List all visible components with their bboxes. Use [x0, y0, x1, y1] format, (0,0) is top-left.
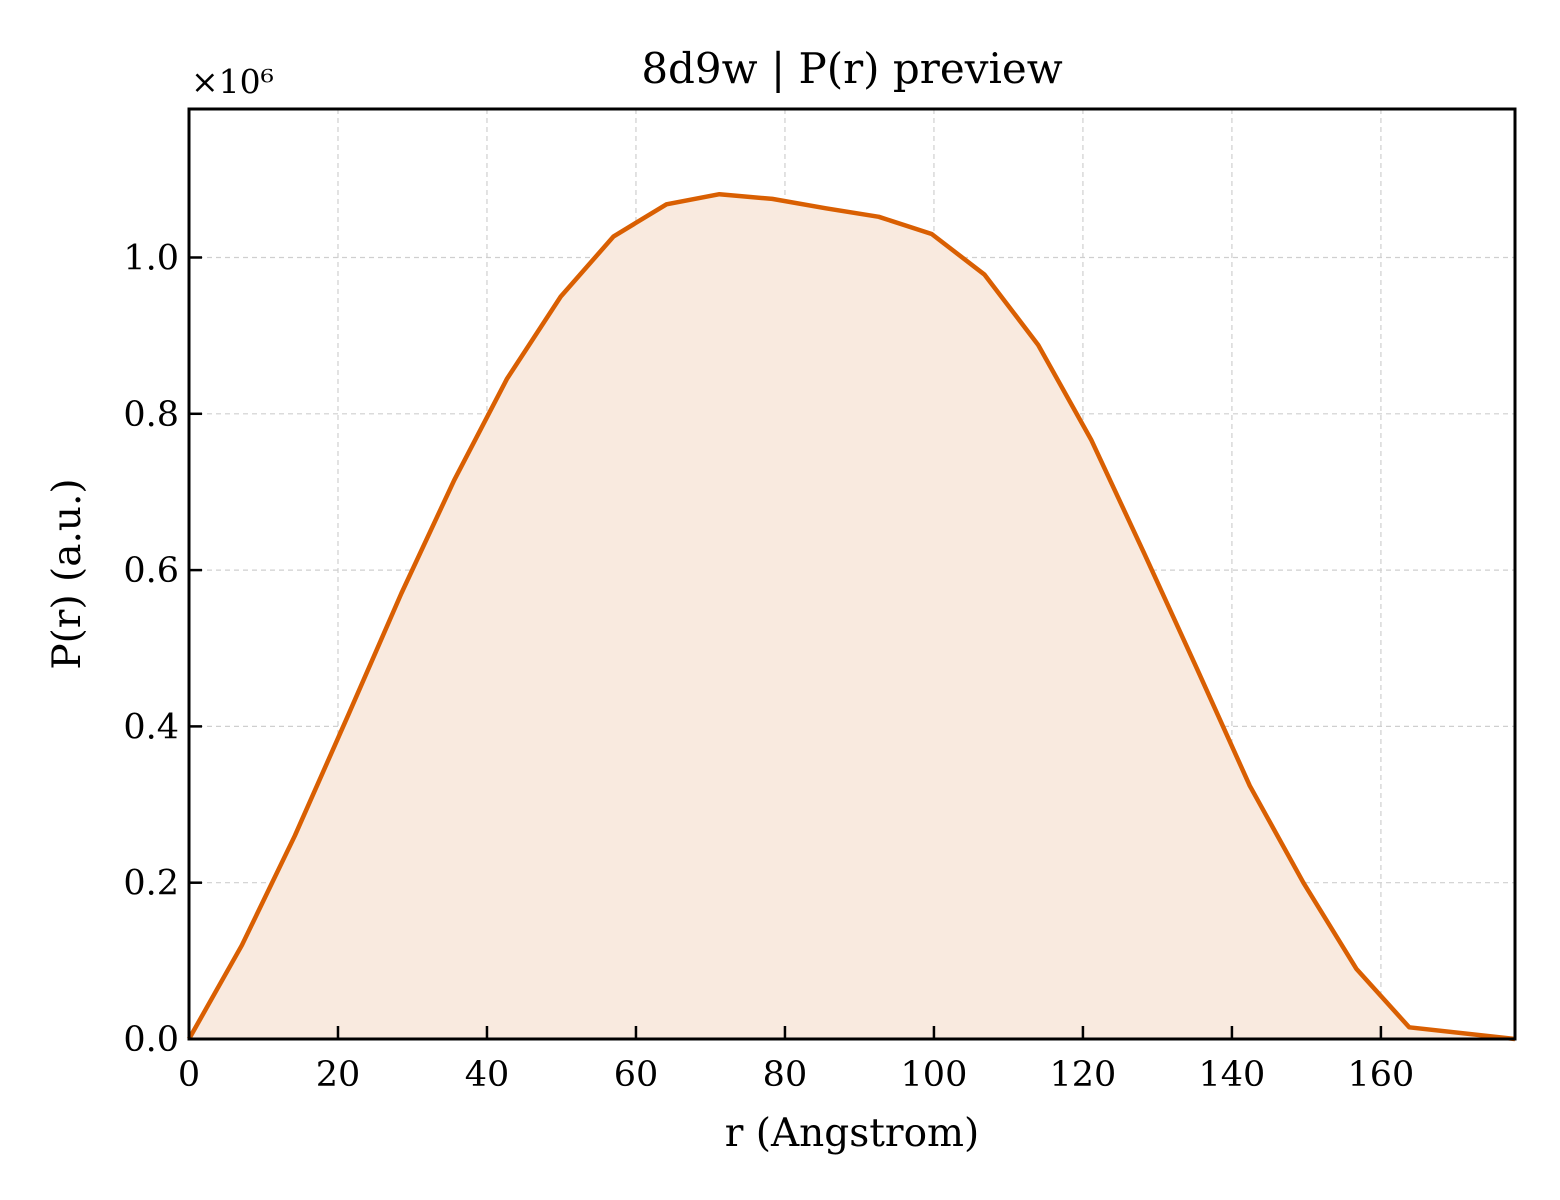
x-tick-label: 140 — [1199, 1055, 1266, 1095]
pr-series-line — [187, 191, 1516, 1042]
y-tick-label: 0.0 — [123, 1020, 179, 1060]
x-tick-label: 0 — [178, 1055, 200, 1095]
y-tick-label: 0.8 — [123, 395, 179, 435]
y-tick-label: 0.6 — [123, 551, 179, 591]
y-axis-label: P(r) (a.u.) — [45, 478, 90, 669]
y-tick-label: 1.0 — [123, 238, 179, 278]
x-tick-label: 80 — [763, 1055, 808, 1095]
x-tick-label: 120 — [1050, 1055, 1117, 1095]
y-offset-label: ×10⁶ — [191, 62, 274, 101]
y-tick-label: 0.4 — [123, 707, 179, 747]
x-tick-label: 40 — [465, 1055, 510, 1095]
x-axis-label: r (Angstrom) — [725, 1111, 980, 1156]
pr-area-fill — [189, 194, 1515, 1039]
y-tick-label: 0.2 — [123, 864, 179, 904]
x-tick-label: 100 — [901, 1055, 968, 1095]
tick-layer: 0 20 40 60 80 100 120 140 160 0.0 0.2 0.4 0.6 0.8 1.0 — [123, 238, 1414, 1095]
x-tick-label: 60 — [614, 1055, 659, 1095]
x-tick-label: 20 — [316, 1055, 361, 1095]
plot-frame — [187, 107, 1517, 1041]
x-tick-label: 160 — [1348, 1055, 1415, 1095]
chart-title: 8d9w | P(r) preview — [641, 44, 1062, 93]
